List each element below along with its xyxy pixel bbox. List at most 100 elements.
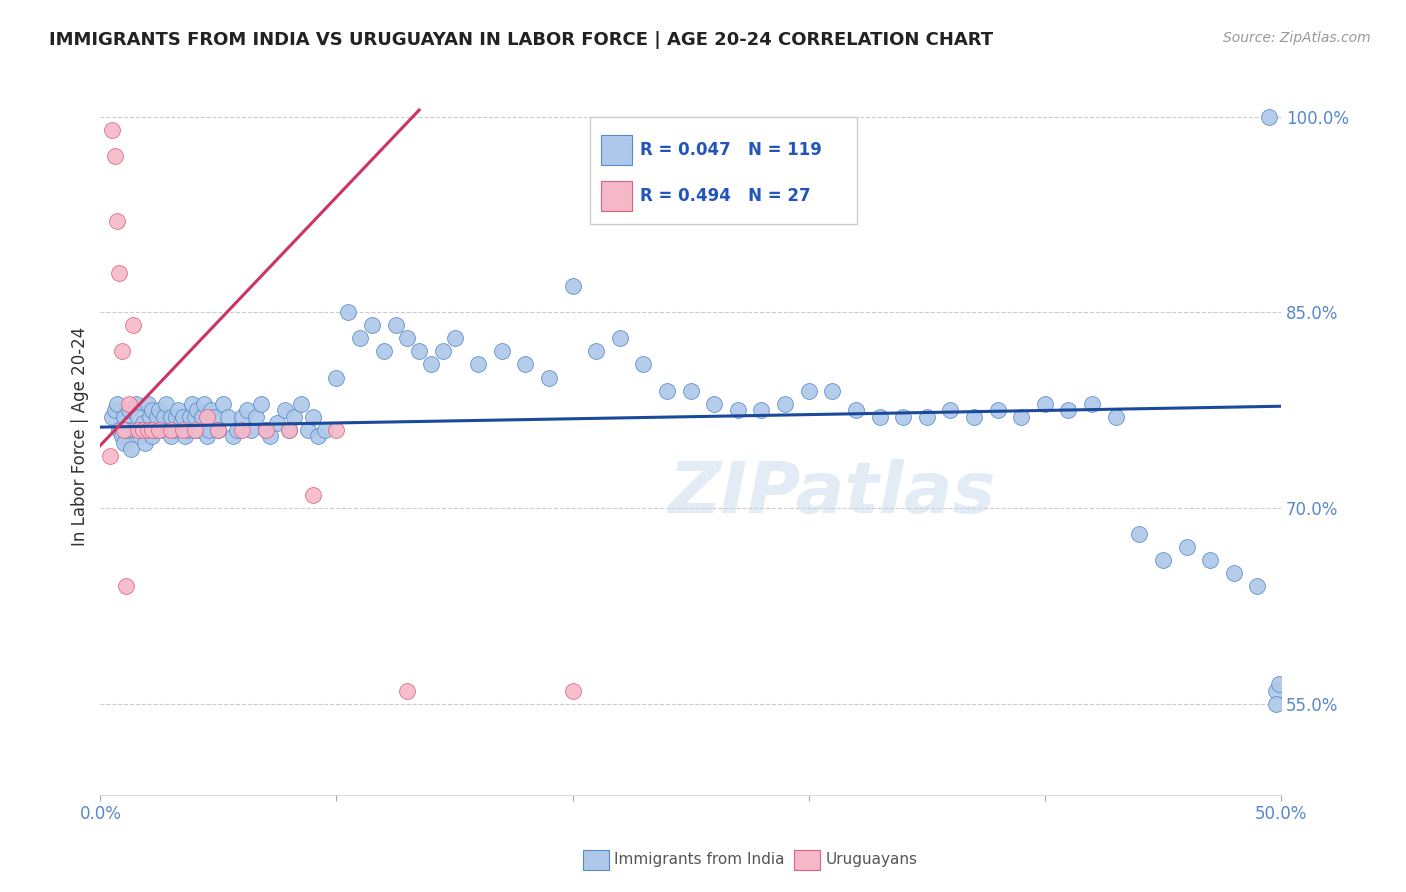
Point (127, 409, 149, 424)
Point (153, 409, 176, 424)
Point (491, 344, 513, 359)
Point (177, 423, 200, 437)
Point (122, 423, 145, 437)
Point (987, 403, 1010, 417)
Point (129, 429, 152, 443)
Point (283, 409, 305, 424)
Point (537, 370, 560, 384)
Point (297, 423, 319, 437)
Point (193, 397, 215, 411)
Point (773, 397, 796, 411)
Point (821, 384, 844, 398)
Point (361, 318, 384, 333)
Point (231, 423, 253, 437)
Point (235, 403, 257, 417)
Point (141, 403, 163, 417)
Point (250, 397, 273, 411)
Point (561, 683, 583, 698)
Point (963, 409, 986, 424)
Point (1057, 403, 1080, 417)
Point (118, 397, 141, 411)
Point (136, 397, 159, 411)
Text: IMMIGRANTS FROM INDIA VS URUGUAYAN IN LABOR FORCE | AGE 20-24 CORRELATION CHART: IMMIGRANTS FROM INDIA VS URUGUAYAN IN LA… (49, 31, 993, 49)
Point (278, 423, 301, 437)
Text: R = 0.494   N = 27: R = 0.494 N = 27 (641, 186, 811, 205)
Point (160, 409, 183, 424)
Point (155, 397, 177, 411)
Point (212, 397, 235, 411)
Point (165, 409, 187, 424)
Point (1105, 409, 1128, 424)
Y-axis label: In Labor Force | Age 20-24: In Labor Force | Age 20-24 (72, 326, 89, 546)
Point (655, 384, 678, 398)
Point (125, 397, 148, 411)
Point (727, 403, 749, 417)
Point (167, 403, 190, 417)
Point (1267, 677, 1289, 691)
Point (432, 344, 454, 359)
Text: Immigrants from India: Immigrants from India (614, 853, 785, 867)
Point (146, 409, 169, 424)
Point (561, 279, 583, 293)
Point (1081, 397, 1104, 411)
Point (443, 331, 465, 345)
Point (112, 423, 135, 437)
Point (179, 409, 201, 424)
Point (891, 409, 914, 424)
Point (172, 409, 194, 424)
Point (633, 358, 655, 372)
Point (169, 416, 191, 430)
Point (200, 403, 222, 417)
Point (160, 429, 183, 443)
Point (1258, 110, 1281, 124)
Text: R = 0.047   N = 119: R = 0.047 N = 119 (641, 141, 823, 159)
Point (1128, 527, 1150, 541)
Point (195, 409, 218, 424)
Point (515, 358, 537, 372)
Point (112, 409, 135, 424)
Point (150, 423, 173, 437)
Point (240, 423, 263, 437)
Point (467, 358, 489, 372)
Point (1265, 683, 1288, 698)
Point (349, 331, 371, 345)
Point (134, 435, 156, 450)
Point (110, 429, 132, 443)
Point (141, 429, 163, 443)
Point (254, 423, 277, 437)
Point (797, 384, 820, 398)
Point (273, 403, 295, 417)
Point (118, 403, 141, 417)
Point (939, 403, 962, 417)
Point (143, 423, 166, 437)
Point (172, 423, 194, 437)
Point (307, 429, 329, 443)
Point (869, 409, 891, 424)
Point (278, 423, 301, 437)
Point (915, 409, 938, 424)
Point (302, 488, 325, 502)
Point (136, 423, 159, 437)
Point (174, 429, 197, 443)
Point (254, 423, 277, 437)
Point (1246, 579, 1268, 593)
Point (132, 423, 155, 437)
Point (396, 331, 419, 345)
Point (105, 397, 128, 411)
Point (290, 397, 312, 411)
Point (115, 579, 138, 593)
Point (325, 423, 347, 437)
Point (259, 429, 281, 443)
Point (186, 403, 208, 417)
Point (1152, 553, 1174, 567)
Point (1010, 409, 1032, 424)
Point (231, 409, 253, 424)
Point (184, 423, 207, 437)
Point (314, 423, 336, 437)
Point (181, 397, 204, 411)
Point (139, 409, 162, 424)
Point (112, 435, 135, 450)
Point (122, 318, 145, 333)
Point (266, 416, 288, 430)
Point (202, 409, 225, 424)
